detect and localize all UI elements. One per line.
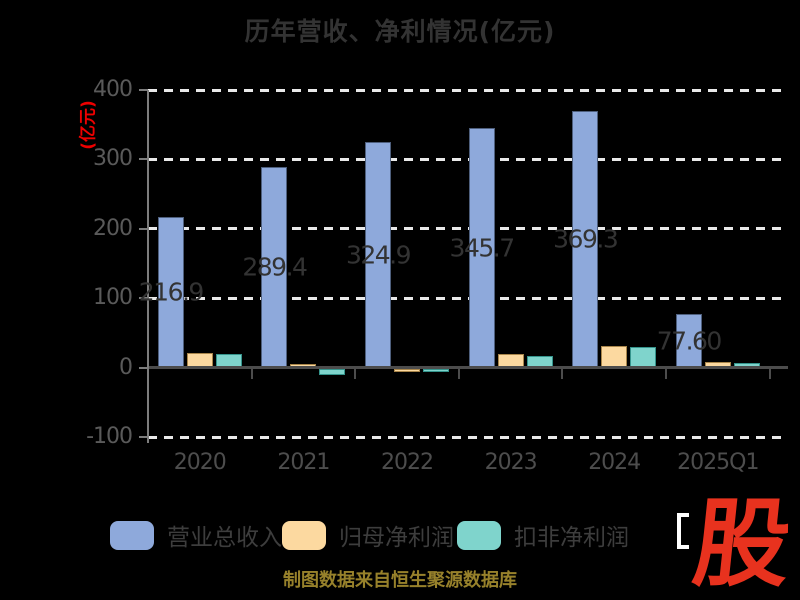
bar-value-label: 289.4 (242, 252, 308, 282)
legend-swatch-icon (282, 520, 326, 550)
bar-value-label: 77.60 (656, 326, 723, 356)
x-tick-label-2025Q1: 2025Q1 (677, 450, 759, 475)
gridline (148, 157, 788, 161)
bar-归母净利润-2024 (601, 346, 628, 368)
gridline (148, 227, 788, 231)
x-tick-mark (768, 367, 771, 379)
y-axis-label: (亿元) (78, 100, 99, 150)
y-tick-mark (139, 158, 148, 161)
x-tick-mark (457, 367, 460, 379)
x-axis-baseline (148, 366, 788, 370)
x-tick-mark (665, 367, 667, 379)
y-tick-label: 0 (119, 354, 133, 380)
legend-label: 扣非净利润 (514, 525, 629, 551)
data-source-note: 制图数据来自恒生聚源数据库 (283, 570, 517, 591)
bar-value-label: 324.9 (345, 240, 412, 270)
bar-营业总收入-2022 (365, 142, 391, 368)
bar-营业总收入-2025Q1 (675, 313, 702, 368)
y-tick-label: 300 (93, 146, 133, 172)
gridline (148, 296, 788, 300)
bar-营业总收入-2024 (572, 111, 599, 368)
bar-营业总收入-2020 (157, 217, 184, 368)
y-tick-mark (139, 89, 148, 91)
legend-label: 归母净利润 (339, 525, 454, 551)
x-tick-mark (250, 367, 253, 379)
y-tick-mark (139, 366, 148, 369)
y-tick-label: 400 (93, 77, 133, 102)
y-tick-label: 200 (93, 215, 133, 241)
x-tick-label-2021: 2021 (277, 450, 330, 475)
legend-item-归母净利润[interactable]: 归母净利润 (282, 518, 454, 552)
chart-title: 历年营收、净利情况(亿元) (244, 17, 556, 46)
x-tick-label-2023: 2023 (484, 450, 538, 475)
bar-归母净利润-2022 (394, 369, 420, 372)
watermark-stock-glyph: 股 (688, 488, 796, 600)
x-tick-label-2024: 2024 (588, 450, 641, 475)
legend-swatch-icon (457, 520, 501, 550)
legend-item-营业总收入[interactable]: 营业总收入 (110, 518, 282, 552)
bar-营业总收入-2021 (261, 166, 288, 368)
x-tick-label-2022: 2022 (381, 450, 434, 475)
y-tick-label: -100 (86, 424, 133, 449)
x-tick-label-2020: 2020 (173, 450, 227, 475)
gridline (148, 88, 788, 92)
y-tick-mark (139, 297, 148, 300)
legend-item-扣非净利润[interactable]: 扣非净利润 (457, 518, 629, 552)
bar-value-label: 216.9 (138, 277, 205, 307)
bar-value-label: 345.7 (449, 233, 516, 263)
bar-营业总收入-2023 (468, 127, 495, 368)
legend: 营业总收入 归母净利润 扣非净利润 (0, 518, 800, 552)
bar-扣非净利润-2021 (319, 369, 346, 375)
y-tick-mark (139, 227, 148, 230)
watermark-fragment (677, 513, 689, 549)
bar-扣非净利润-2024 (630, 347, 657, 368)
x-tick-mark (561, 367, 564, 379)
legend-label: 营业总收入 (167, 525, 282, 551)
y-axis-spine (147, 90, 149, 443)
bar-扣非净利润-2022 (423, 369, 449, 372)
x-tick-mark (354, 367, 357, 379)
y-tick-label: 100 (93, 285, 133, 311)
bar-value-label: 369.3 (553, 224, 619, 254)
y-tick-mark (139, 436, 148, 438)
gridline (148, 435, 788, 439)
legend-swatch-icon (110, 520, 154, 550)
